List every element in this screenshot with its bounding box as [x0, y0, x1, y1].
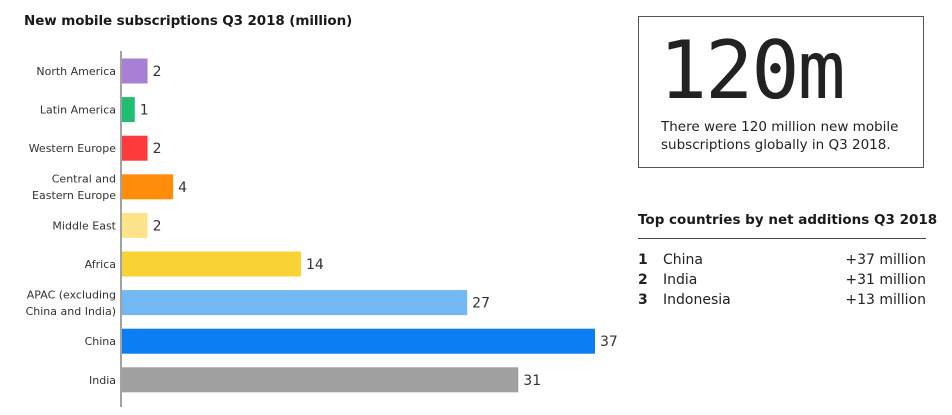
bar [122, 251, 301, 277]
category-label: Central and Eastern Europe [32, 173, 116, 203]
data-label: 2 [153, 141, 162, 157]
highlight-value: 120m [659, 24, 846, 117]
top-country-value: +13 million [845, 292, 926, 308]
top-country-rank: 1 [638, 252, 648, 268]
data-label: 27 [472, 296, 490, 312]
data-label: 1 [140, 103, 149, 119]
data-label: 14 [306, 257, 324, 273]
highlight-description: There were 120 million new mobile subscr… [661, 119, 899, 153]
highlight-stat-box: 120m There were 120 million new mobile s… [638, 16, 924, 168]
data-label: 37 [600, 334, 618, 350]
bar [122, 367, 519, 393]
bar [122, 290, 468, 316]
data-label: 4 [178, 180, 187, 196]
category-label: APAC (excluding China and India) [26, 288, 116, 318]
top-country-row: 2 India +31 million [638, 272, 926, 292]
bar [122, 135, 148, 161]
top-country-rank: 3 [638, 292, 648, 308]
top-country-value: +31 million [845, 272, 926, 288]
chart-title: New mobile subscriptions Q3 2018 (millio… [24, 13, 353, 29]
category-label: Western Europe [29, 142, 117, 155]
category-label: North America [36, 65, 116, 78]
bar [122, 328, 595, 354]
top-country-value: +37 million [845, 252, 926, 268]
category-label: India [89, 374, 116, 387]
bar [122, 174, 174, 200]
top-countries-divider [638, 238, 926, 239]
bar [122, 212, 148, 238]
category-label: Africa [85, 258, 116, 271]
top-countries-title: Top countries by net additions Q3 2018 [638, 212, 938, 228]
bar [122, 58, 148, 84]
top-country-rank: 2 [638, 272, 648, 288]
bar [122, 97, 135, 123]
top-country-row: 3 Indonesia +13 million [638, 292, 926, 312]
category-label: China [85, 335, 116, 348]
data-label: 2 [153, 64, 162, 80]
top-country-name: China [663, 252, 703, 268]
top-country-name: Indonesia [663, 292, 731, 308]
data-label: 2 [153, 218, 162, 234]
top-country-name: India [663, 272, 698, 288]
bar-chart: 2 North America 1 Latin America 2 Western Eur… [26, 51, 618, 407]
data-label: 31 [523, 373, 541, 389]
category-label: Middle East [52, 219, 116, 232]
top-country-row: 1 China +37 million [638, 252, 926, 272]
category-label: Latin America [40, 104, 116, 117]
